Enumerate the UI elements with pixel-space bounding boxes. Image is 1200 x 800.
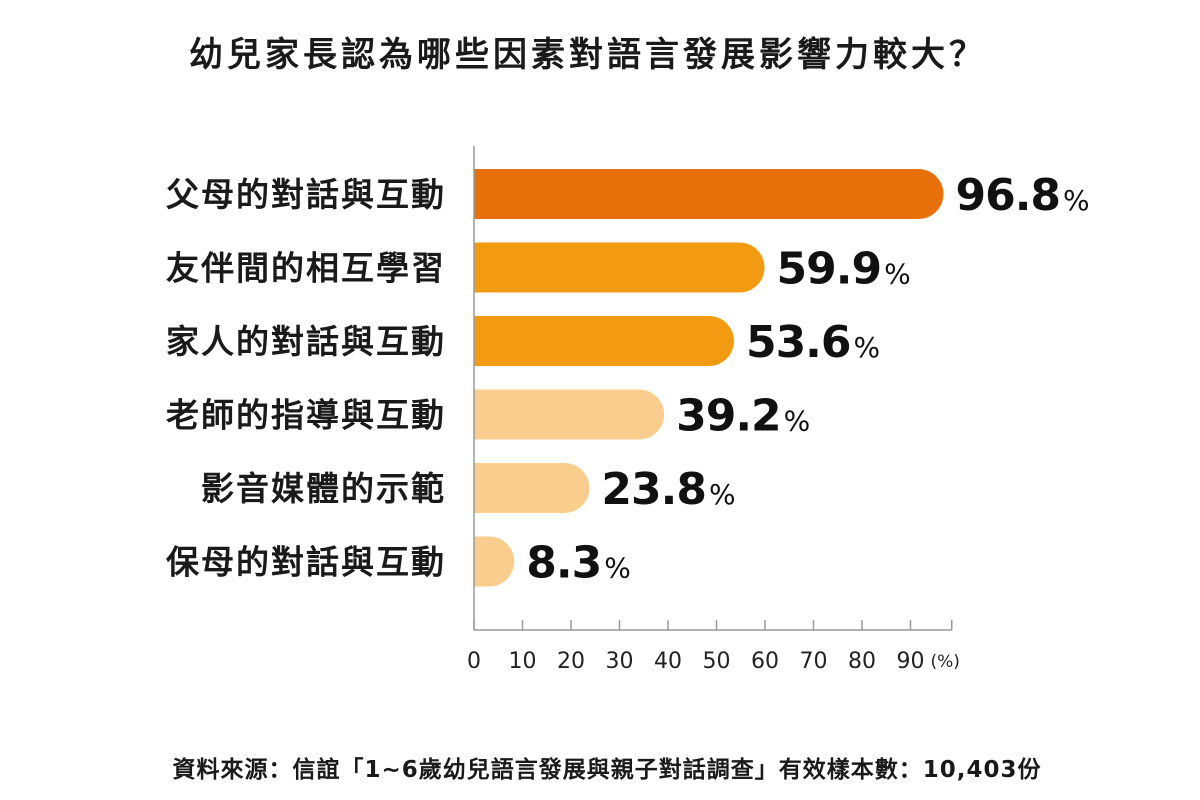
- bar: [474, 389, 665, 440]
- data-label: 8.3%: [526, 538, 630, 589]
- data-label: 23.8%: [601, 464, 735, 515]
- x-tick-label: 90: [897, 649, 925, 674]
- data-label: 96.8%: [955, 170, 1089, 221]
- data-label: 59.9%: [777, 244, 911, 295]
- x-tick-label: 30: [606, 649, 634, 674]
- bars-layer: 父母的對話與互動 96.8 % 友伴間的相互學習 59.9 % 家人的對話與互動 53.6 % 老…: [166, 169, 1090, 589]
- bar: [474, 169, 944, 219]
- chart-title: 幼兒家長認為哪些因素對語言發展影響力較大？: [189, 35, 987, 75]
- category-label: 父母的對話與互動: [166, 175, 446, 214]
- data-label: 39.2%: [676, 391, 810, 442]
- data-label: 53.6%: [746, 317, 880, 368]
- x-axis-unit: (%): [931, 652, 960, 672]
- x-tick-label: 70: [800, 649, 828, 674]
- source-note: 資料來源：信誼「1~6歲幼兒語言發展與親子對話調查」有效樣本數：10,403份: [172, 756, 1041, 783]
- x-tick-label: 40: [654, 649, 682, 674]
- bar: [474, 463, 590, 513]
- category-label: 保母的對話與互動: [166, 543, 446, 582]
- x-tick-label: 80: [848, 649, 876, 674]
- bar: [474, 536, 515, 587]
- x-tick-label: 50: [703, 649, 731, 674]
- bar: [474, 316, 734, 366]
- x-tick-label: 0: [467, 649, 481, 674]
- category-label: 老師的指導與互動: [166, 396, 446, 435]
- x-tick-label: 20: [557, 649, 585, 674]
- x-tick-label: 60: [751, 649, 779, 674]
- category-label: 家人的對話與互動: [166, 322, 446, 361]
- category-label: 友伴間的相互學習: [166, 249, 446, 288]
- x-tick-label: 10: [509, 649, 537, 674]
- x-axis: 0 10 20 30 40 50 60 70 80 90 (%): [467, 146, 960, 674]
- category-label: 影音媒體的示範: [201, 469, 446, 508]
- bar: [474, 242, 765, 293]
